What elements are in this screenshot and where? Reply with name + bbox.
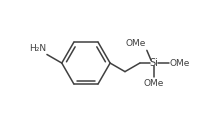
Text: OMe: OMe bbox=[144, 79, 164, 88]
Text: OMe: OMe bbox=[125, 39, 146, 48]
Text: OMe: OMe bbox=[170, 59, 190, 68]
Text: H₂N: H₂N bbox=[29, 44, 46, 53]
Text: Si: Si bbox=[149, 58, 158, 68]
